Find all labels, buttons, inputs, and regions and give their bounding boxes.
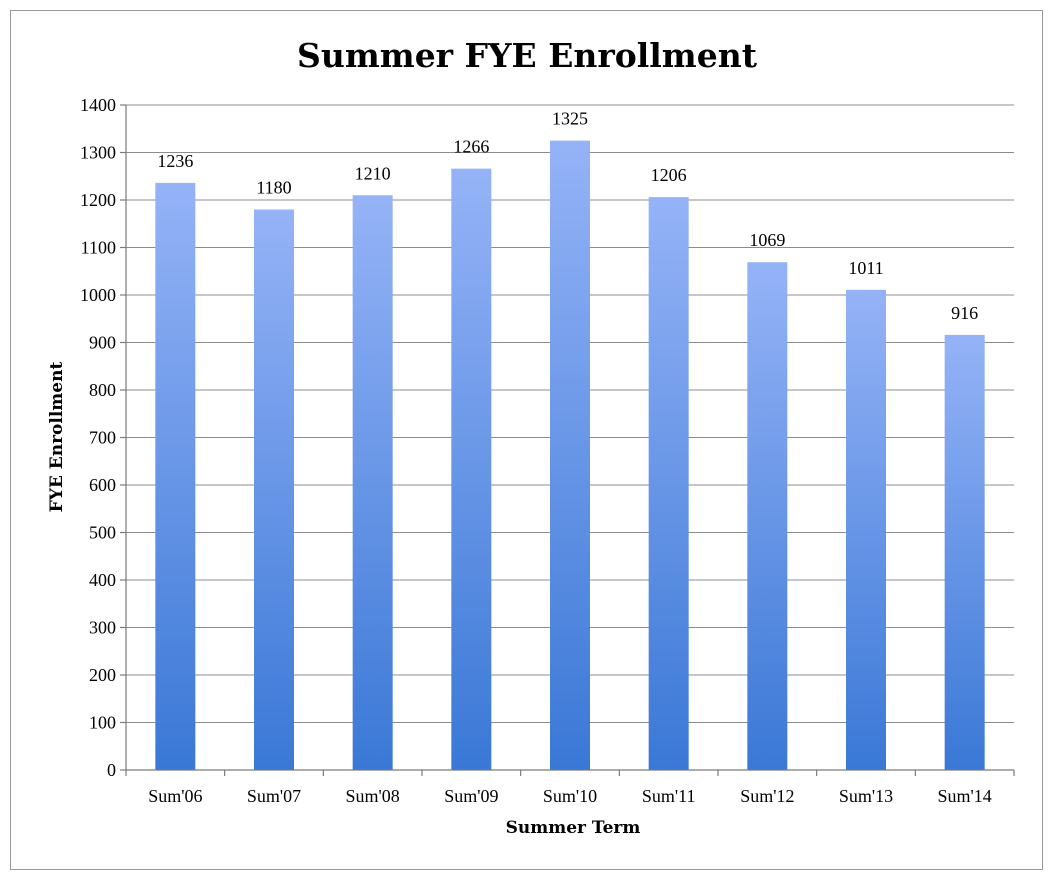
- x-tick-label: Sum'07: [247, 786, 301, 806]
- bar: [254, 209, 294, 770]
- chart-title: Summer FYE Enrollment: [297, 36, 758, 75]
- y-tick-label: 1300: [80, 143, 116, 163]
- x-tick-label: Sum'11: [642, 786, 696, 806]
- bar: [352, 195, 393, 770]
- x-tick-label: Sum'09: [444, 786, 498, 806]
- y-tick-label: 1400: [80, 95, 116, 115]
- data-labels: 1236 1180 1210 1266 1325 1206 1069 1011 916: [157, 109, 978, 323]
- x-tick-label: Sum'08: [346, 786, 400, 806]
- bar: [648, 197, 689, 770]
- y-tick-label: 0: [107, 760, 116, 780]
- y-tick-label: 600: [89, 475, 116, 495]
- x-tick-label: Sum'10: [543, 786, 597, 806]
- y-tick-label: 100: [89, 713, 116, 733]
- bars: [155, 140, 985, 770]
- y-tick-label: 300: [89, 618, 116, 638]
- y-tick-label: 1000: [80, 285, 116, 305]
- x-tick-label: Sum'14: [938, 786, 992, 806]
- data-label: 1210: [355, 163, 391, 183]
- y-tick-label: 900: [89, 333, 116, 353]
- data-label: 1069: [749, 230, 785, 250]
- data-label: 1206: [651, 165, 687, 185]
- y-tick-label: 400: [89, 570, 116, 590]
- y-tick-label: 700: [89, 428, 116, 448]
- bar: [155, 182, 196, 770]
- y-tick-labels: 0 100 200 300 400 500 600 700 800 900 1000 1100 1200…: [80, 95, 116, 780]
- y-tick-label: 1100: [81, 238, 116, 258]
- x-tick-label: Sum'06: [148, 786, 202, 806]
- y-tick-label: 500: [89, 523, 116, 543]
- y-tick-label: 200: [89, 665, 116, 685]
- bar: [846, 289, 886, 770]
- x-tick-labels: Sum'06 Sum'07 Sum'08 Sum'09 Sum'10 Sum'11 Sum'…: [148, 786, 992, 806]
- data-label: 1325: [552, 109, 588, 129]
- data-label: 1180: [256, 178, 291, 198]
- y-tick-label: 1200: [80, 190, 116, 210]
- bar: [944, 334, 985, 770]
- y-tick-label: 800: [89, 380, 116, 400]
- data-label: 1011: [848, 258, 883, 278]
- x-tick-label: Sum'13: [839, 786, 893, 806]
- data-label: 1236: [157, 151, 193, 171]
- bar: [451, 168, 492, 770]
- y-axis-label: FYE Enrollment: [47, 362, 67, 513]
- data-label: 1266: [453, 137, 489, 157]
- x-tick-label: Sum'12: [740, 786, 794, 806]
- data-label: 916: [951, 303, 978, 323]
- bar: [747, 262, 788, 770]
- bar: [550, 140, 590, 770]
- x-axis-label: Summer Term: [506, 818, 641, 838]
